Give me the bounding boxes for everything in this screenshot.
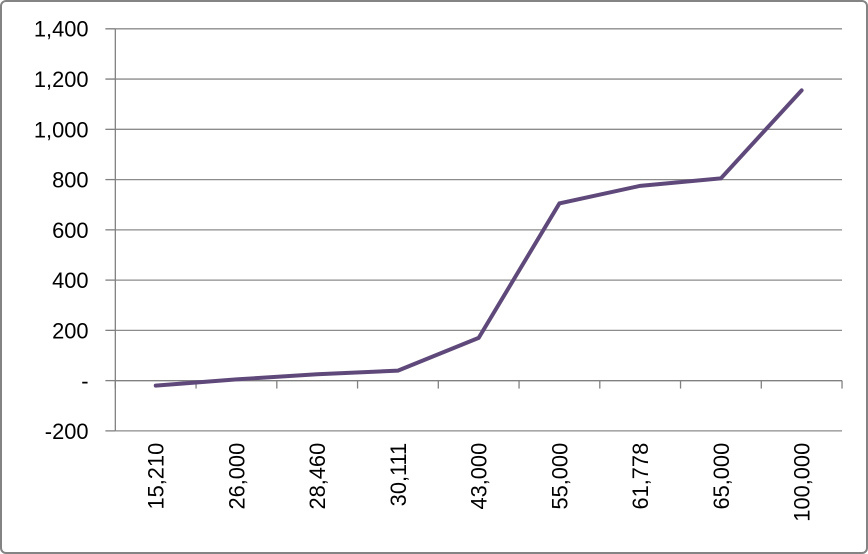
y-axis-label: 1,400	[34, 17, 89, 42]
x-axis-label: 15,210	[144, 443, 169, 510]
x-axis-label: 100,000	[790, 443, 815, 522]
x-axis-label: 43,000	[467, 443, 492, 510]
data-series-line	[153, 88, 804, 388]
y-axis-label: 200	[52, 318, 88, 343]
x-axis-label: 61,778	[628, 443, 653, 510]
x-axis-label: 55,000	[547, 443, 572, 510]
y-axis-label: 1,200	[34, 67, 89, 92]
gridlines-group	[115, 28, 843, 432]
y-axis-label: 1,000	[34, 117, 89, 142]
y-axis-label: 400	[52, 268, 88, 293]
y-axis-labels-group: 1,400 1,200 1,000 800 600 400 200 - -200	[34, 17, 89, 444]
x-axis-label: 65,000	[709, 443, 734, 510]
series-group	[153, 88, 804, 388]
y-axis-label: -200	[45, 419, 89, 444]
y-axis-label: 800	[52, 168, 88, 193]
x-axis-label: 26,000	[224, 443, 249, 510]
y-axis-label: 600	[52, 218, 88, 243]
y-axis-label: -	[81, 369, 88, 394]
x-axis-label: 30,111	[386, 443, 411, 507]
x-axis-labels-group: 15,210 26,000 28,460 30,111 43,000 55,000 61,7…	[144, 443, 815, 522]
axes-group	[105, 28, 843, 432]
x-axis-label: 28,460	[305, 443, 330, 510]
